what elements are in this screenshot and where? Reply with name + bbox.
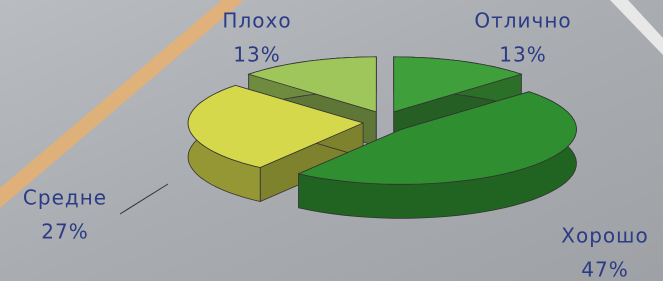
- chart: Отлично 13% Хорошо 47% Средне 27% Плохо 13%: [0, 0, 663, 281]
- value-label: 47%: [581, 258, 628, 281]
- slice-label: Хорошо: [561, 224, 648, 248]
- value-label: 27%: [41, 220, 88, 244]
- slice-label: Средне: [23, 186, 107, 210]
- value-label: 13%: [233, 43, 280, 67]
- slice-label: Плохо: [222, 9, 291, 33]
- value-label: 13%: [499, 43, 546, 67]
- slice-label: Отлично: [474, 9, 571, 33]
